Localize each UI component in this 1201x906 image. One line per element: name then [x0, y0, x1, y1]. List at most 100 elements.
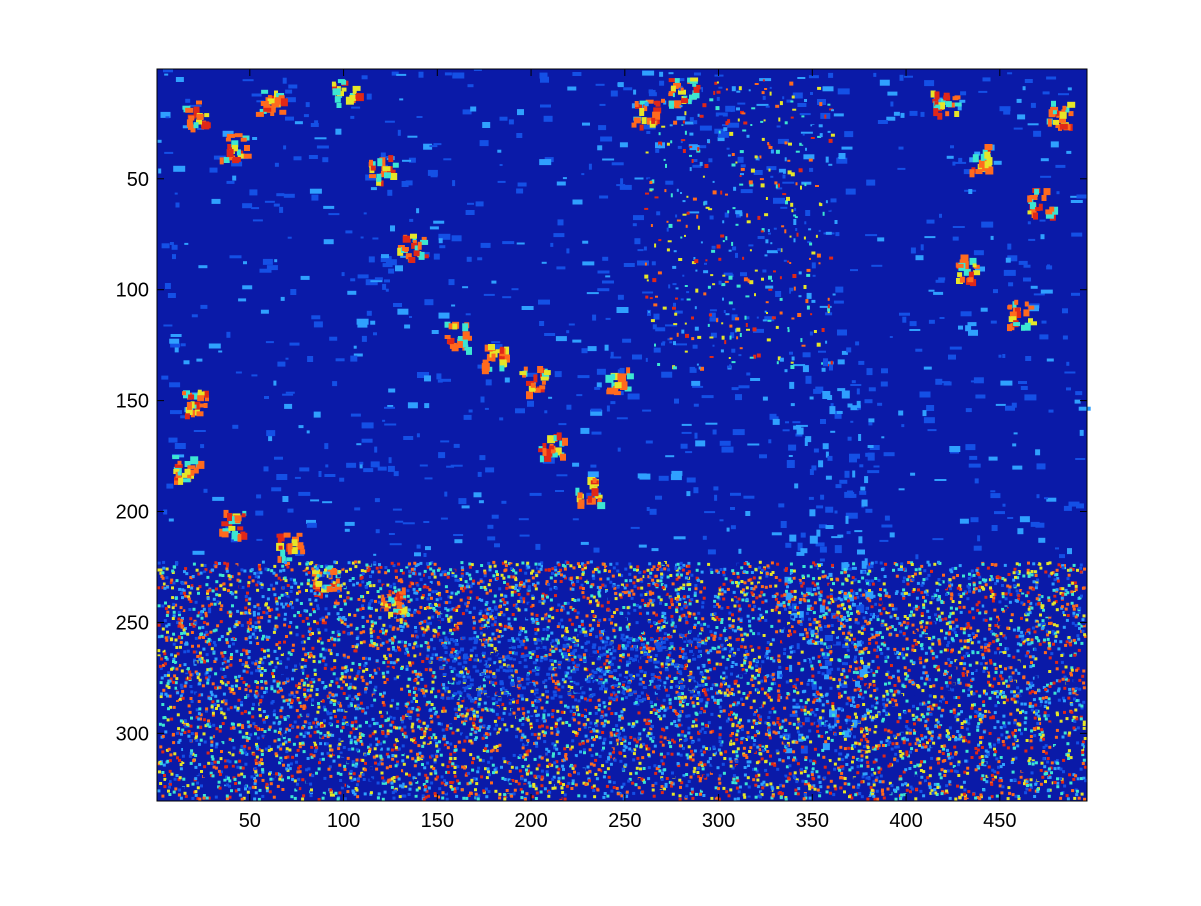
heatmap-cell	[402, 159, 411, 162]
heatmap-cell	[471, 768, 475, 772]
heatmap-cell	[868, 794, 872, 797]
heatmap-cell	[306, 430, 310, 434]
heatmap-cell	[764, 768, 768, 772]
heatmap-cell	[486, 708, 490, 712]
heatmap-cell	[264, 635, 268, 639]
heatmap-cell	[985, 666, 988, 670]
heatmap-cell	[727, 122, 740, 128]
heatmap-cell	[282, 77, 287, 84]
heatmap-cell	[625, 794, 629, 798]
heatmap-cell	[543, 370, 551, 376]
heatmap-cell	[875, 765, 879, 768]
heatmap-cell	[384, 423, 397, 426]
heatmap-cell	[757, 236, 765, 239]
heatmap-cell	[818, 262, 821, 265]
heatmap-cell	[773, 682, 777, 685]
heatmap-cell	[590, 754, 594, 758]
heatmap-cell	[632, 354, 642, 360]
heatmap-cell	[608, 657, 611, 661]
heatmap-cell	[405, 180, 413, 186]
heatmap-cell	[451, 681, 455, 685]
heatmap-cell	[204, 724, 208, 728]
heatmap-cell	[691, 701, 695, 705]
heatmap-cell	[811, 680, 815, 687]
heatmap-cell	[502, 663, 506, 667]
heatmap-cell	[423, 788, 427, 792]
heatmap-cell	[719, 684, 723, 688]
heatmap-cell	[457, 341, 466, 348]
heatmap-cell	[276, 784, 280, 788]
heatmap-cell	[394, 589, 398, 593]
heatmap-cell	[651, 117, 656, 124]
heatmap-cell	[183, 390, 190, 399]
heatmap-cell	[907, 585, 911, 589]
heatmap-cell	[798, 601, 802, 604]
heatmap-cell	[873, 730, 877, 734]
heatmap-cell	[597, 770, 601, 774]
heatmap-cell	[831, 725, 835, 729]
heatmap-cell	[381, 254, 389, 259]
heatmap-cell	[420, 677, 424, 681]
heatmap-cell	[655, 148, 660, 153]
heatmap-cell	[396, 601, 404, 609]
heatmap-cell	[1040, 234, 1045, 240]
heatmap-cell	[915, 255, 924, 261]
heatmap-cell	[948, 354, 956, 360]
heatmap-cell	[449, 726, 453, 730]
heatmap-cell	[598, 618, 602, 622]
heatmap-cell	[858, 360, 865, 365]
heatmap-cell	[773, 270, 776, 273]
heatmap-cell	[441, 728, 445, 732]
heatmap-cell	[752, 712, 756, 716]
heatmap-cell	[928, 319, 935, 324]
heatmap-cell	[815, 697, 819, 701]
heatmap-cell	[1042, 91, 1050, 95]
heatmap-cell	[632, 592, 636, 596]
heatmap-cell	[917, 588, 920, 592]
heatmap-cell	[379, 742, 382, 746]
heatmap-cell	[739, 587, 743, 591]
heatmap-cell	[893, 111, 900, 116]
heatmap-cell	[1012, 465, 1023, 470]
heatmap-cell	[826, 279, 831, 283]
heatmap-cell	[477, 257, 483, 261]
heatmap-cell	[286, 755, 290, 759]
heatmap-cell	[683, 121, 694, 125]
heatmap-cell	[627, 611, 631, 615]
heatmap-cell	[755, 769, 759, 773]
heatmap-cell	[388, 595, 395, 602]
heatmap-cell	[219, 620, 223, 624]
heatmap-cell	[930, 730, 934, 734]
heatmap-cell	[634, 177, 644, 180]
heatmap-cell	[502, 354, 510, 363]
heatmap-cell	[704, 638, 708, 642]
heatmap-cell	[959, 518, 969, 524]
heatmap-cell	[902, 579, 906, 583]
heatmap-cell	[594, 494, 603, 499]
heatmap-cell	[717, 137, 725, 142]
heatmap-cell	[770, 149, 774, 154]
heatmap-cell	[739, 183, 744, 186]
heatmap-cell	[825, 156, 829, 163]
heatmap-cell	[387, 755, 391, 759]
heatmap-cell	[1030, 771, 1034, 775]
heatmap-cell	[666, 706, 670, 710]
heatmap-cell	[258, 567, 262, 571]
heatmap-cell	[1072, 756, 1076, 760]
heatmap-cell	[448, 608, 452, 612]
heatmap-cell	[981, 221, 994, 228]
heatmap-cell	[911, 644, 915, 648]
heatmap-cell	[346, 591, 350, 595]
heatmap-cell	[473, 738, 477, 741]
heatmap-cell	[626, 627, 630, 631]
heatmap-cell	[754, 293, 756, 297]
heatmap-cell	[322, 791, 326, 795]
heatmap-cell	[402, 599, 406, 603]
heatmap-cell	[990, 490, 996, 493]
heatmap-cell	[889, 532, 895, 538]
heatmap-cell	[336, 771, 340, 775]
heatmap-cell	[1070, 195, 1079, 198]
heatmap-cell	[692, 344, 698, 349]
heatmap-cell	[869, 445, 880, 450]
heatmap-cell	[232, 157, 241, 162]
